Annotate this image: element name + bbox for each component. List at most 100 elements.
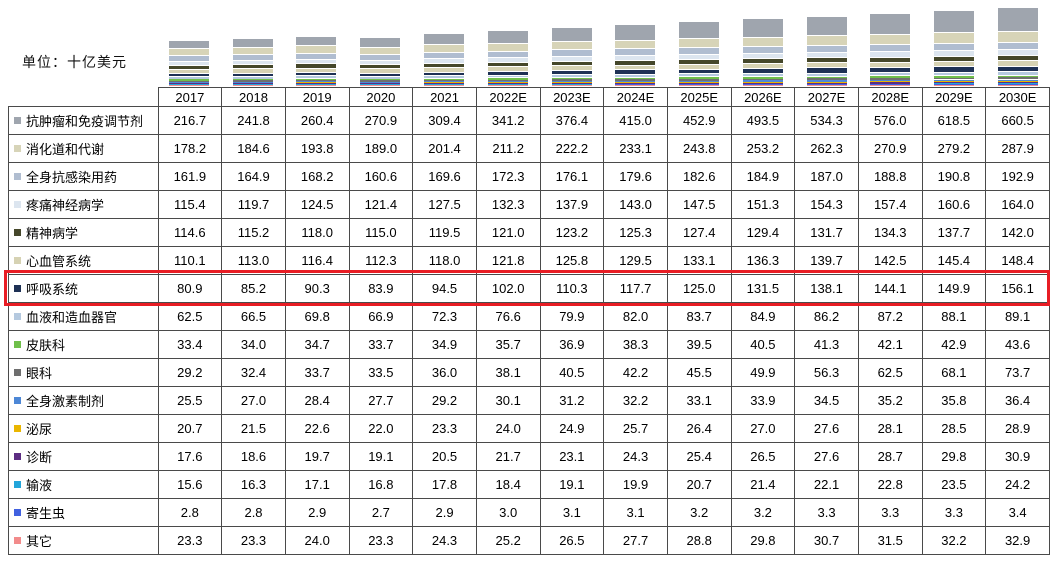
bar-segment bbox=[551, 56, 592, 62]
value-cell: 27.0 bbox=[221, 386, 286, 415]
value-cell: 164.0 bbox=[985, 190, 1050, 219]
table-row: 眼科 29.2 32.4 33.7 33.5 36.0 38.1 40.5 42.2 45.5 49… bbox=[8, 358, 1050, 387]
bar-column-2019 bbox=[285, 6, 349, 86]
value-cell: 23.3 bbox=[412, 414, 477, 443]
year-header: 2021 bbox=[412, 87, 477, 107]
bar-segment bbox=[615, 81, 656, 83]
value-cell: 151.3 bbox=[730, 190, 796, 219]
bar-segment bbox=[296, 73, 337, 77]
bar-segment bbox=[360, 80, 401, 82]
bar-segment bbox=[487, 67, 528, 72]
value-cell: 118.0 bbox=[412, 246, 477, 275]
value-cell: 27.7 bbox=[348, 386, 414, 415]
value-cell: 17.6 bbox=[157, 442, 223, 471]
value-cell: 3.3 bbox=[794, 498, 859, 527]
value-cell: 23.5 bbox=[921, 470, 987, 499]
value-cell: 89.1 bbox=[985, 302, 1050, 331]
value-cell: 115.2 bbox=[221, 218, 286, 247]
value-cell: 62.5 bbox=[157, 302, 223, 331]
bar-segment bbox=[168, 81, 209, 83]
bar-segment bbox=[998, 81, 1039, 83]
value-cell: 43.6 bbox=[985, 330, 1050, 359]
bar-segment bbox=[551, 78, 592, 80]
bar-segment bbox=[615, 49, 656, 56]
value-cell: 34.0 bbox=[221, 330, 286, 359]
year-header: 2024E bbox=[603, 87, 668, 107]
stacked-bar bbox=[806, 16, 847, 86]
bar-segment bbox=[998, 82, 1039, 84]
bar-segment bbox=[487, 84, 528, 86]
row-label-cell: 诊断 bbox=[8, 442, 159, 471]
bar-column-2018 bbox=[221, 6, 285, 86]
bar-segment bbox=[360, 73, 401, 77]
legend-swatch-icon bbox=[14, 537, 21, 544]
bar-segment bbox=[998, 75, 1039, 78]
bar-segment bbox=[998, 66, 1039, 73]
bar-segment bbox=[551, 71, 592, 76]
year-header: 2023E bbox=[539, 87, 605, 107]
year-header: 2022E bbox=[475, 87, 541, 107]
row-label: 泌尿 bbox=[26, 422, 53, 437]
value-cell: 139.7 bbox=[794, 246, 859, 275]
year-header: 2028E bbox=[857, 87, 923, 107]
bar-segment bbox=[232, 69, 273, 74]
bar-segment bbox=[742, 84, 783, 86]
bar-segment bbox=[998, 42, 1039, 50]
value-cell: 27.6 bbox=[794, 414, 859, 443]
bar-segment bbox=[424, 52, 465, 60]
table-row: 泌尿 20.7 21.5 22.6 22.0 23.3 24.0 24.9 25.7 26.4 27… bbox=[8, 414, 1050, 443]
value-cell: 241.8 bbox=[221, 106, 286, 135]
value-cell: 25.5 bbox=[157, 386, 223, 415]
bar-segment bbox=[679, 22, 720, 40]
value-cell: 20.7 bbox=[157, 414, 223, 443]
stacked-bar bbox=[424, 34, 465, 86]
value-cell: 3.1 bbox=[603, 498, 668, 527]
header-corner-cell bbox=[8, 87, 158, 107]
value-cell: 157.4 bbox=[857, 190, 923, 219]
value-cell: 85.2 bbox=[221, 274, 286, 303]
bar-segment bbox=[870, 80, 911, 82]
bar-segment bbox=[679, 82, 720, 84]
bar-segment bbox=[296, 84, 337, 85]
row-label-cell: 心血管系统 bbox=[8, 246, 159, 275]
value-cell: 119.5 bbox=[412, 218, 477, 247]
bar-segment bbox=[615, 70, 656, 75]
value-cell: 125.0 bbox=[666, 274, 732, 303]
value-cell: 28.7 bbox=[857, 442, 923, 471]
row-label: 呼吸系统 bbox=[26, 282, 79, 297]
bar-segment bbox=[806, 58, 847, 64]
value-cell: 40.5 bbox=[730, 330, 796, 359]
value-cell: 24.3 bbox=[412, 526, 477, 555]
table-row: 其它 23.3 23.3 24.0 23.3 24.3 25.2 26.5 27.7 28.8 29… bbox=[8, 526, 1050, 555]
value-cell: 216.7 bbox=[157, 106, 223, 135]
value-cell: 138.1 bbox=[794, 274, 859, 303]
bar-segment bbox=[424, 76, 465, 79]
year-header: 2017 bbox=[157, 87, 223, 107]
table-row: 诊断 17.6 18.6 19.7 19.1 20.5 21.7 23.1 24.3 25.4 26… bbox=[8, 442, 1050, 471]
value-cell: 119.7 bbox=[221, 190, 286, 219]
value-cell: 32.2 bbox=[921, 526, 987, 555]
legend-swatch-icon bbox=[14, 453, 21, 460]
value-cell: 3.3 bbox=[857, 498, 923, 527]
bar-segment bbox=[424, 85, 465, 86]
legend-swatch-icon bbox=[14, 117, 21, 124]
value-cell: 142.5 bbox=[857, 246, 923, 275]
value-cell: 42.2 bbox=[603, 358, 668, 387]
bar-segment bbox=[806, 83, 847, 85]
year-header: 2026E bbox=[730, 87, 796, 107]
row-label-cell: 寄生虫 bbox=[8, 498, 159, 527]
value-cell: 26.5 bbox=[730, 442, 796, 471]
bar-segment bbox=[679, 84, 720, 86]
value-cell: 21.7 bbox=[475, 442, 541, 471]
value-cell: 20.7 bbox=[666, 470, 732, 499]
bar-segment bbox=[679, 77, 720, 79]
value-cell: 23.3 bbox=[221, 526, 286, 555]
table-row: 抗肿瘤和免疫调节剂 216.7 241.8 260.4 270.9 309.4 341.2 3… bbox=[8, 106, 1050, 135]
value-cell: 42.1 bbox=[857, 330, 923, 359]
value-cell: 102.0 bbox=[475, 274, 541, 303]
legend-swatch-icon bbox=[14, 257, 21, 264]
bar-segment bbox=[424, 45, 465, 53]
bar-column-2026E bbox=[731, 6, 795, 86]
value-cell: 190.8 bbox=[921, 162, 987, 191]
